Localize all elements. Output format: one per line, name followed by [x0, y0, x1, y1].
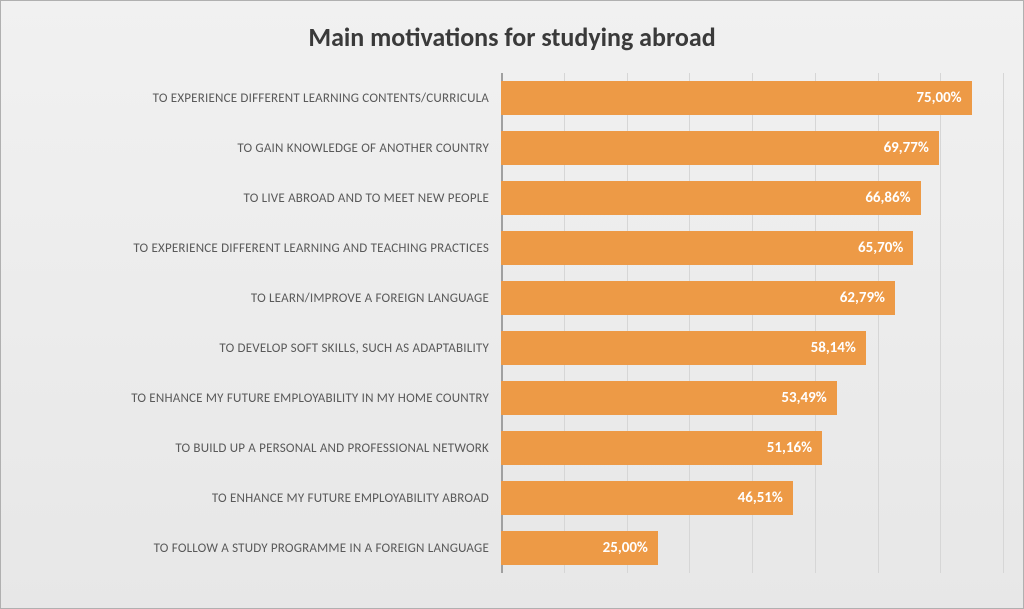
bar-track: 51,16% — [501, 423, 1003, 473]
bar-rows: TO EXPERIENCE DIFFERENT LEARNING CONTENT… — [21, 73, 1003, 573]
bar-row: TO LEARN/IMPROVE A FOREIGN LANGUAGE 62,79… — [21, 273, 1003, 323]
bar: 65,70% — [501, 231, 913, 265]
bar-value-label: 58,14% — [811, 339, 856, 357]
bar-row: TO GAIN KNOWLEDGE OF ANOTHER COUNTRY 69,7… — [21, 123, 1003, 173]
bar: 75,00% — [501, 81, 972, 115]
bar-value-label: 69,77% — [884, 139, 929, 157]
bar-row: TO BUILD UP A PERSONAL AND PROFESSIONAL … — [21, 423, 1003, 473]
category-label: TO ENHANCE MY FUTURE EMPLOYABILITY IN MY… — [21, 391, 501, 406]
bar-track: 53,49% — [501, 373, 1003, 423]
bar: 46,51% — [501, 481, 793, 515]
bar-value-label: 51,16% — [767, 439, 812, 457]
category-label: TO EXPERIENCE DIFFERENT LEARNING AND TEA… — [21, 241, 501, 256]
bar-value-label: 75,00% — [916, 89, 961, 107]
bar-track: 62,79% — [501, 273, 1003, 323]
bar: 51,16% — [501, 431, 822, 465]
bar-row: TO EXPERIENCE DIFFERENT LEARNING AND TEA… — [21, 223, 1003, 273]
bar-row: TO FOLLOW A STUDY PROGRAMME IN A FOREIGN… — [21, 523, 1003, 573]
bar-track: 75,00% — [501, 73, 1003, 123]
bar-track: 65,70% — [501, 223, 1003, 273]
bar: 25,00% — [501, 531, 658, 565]
bar-row: TO EXPERIENCE DIFFERENT LEARNING CONTENT… — [21, 73, 1003, 123]
category-label: TO BUILD UP A PERSONAL AND PROFESSIONAL … — [21, 441, 501, 456]
category-label: TO FOLLOW A STUDY PROGRAMME IN A FOREIGN… — [21, 541, 501, 556]
category-label: TO LEARN/IMPROVE A FOREIGN LANGUAGE — [21, 291, 501, 306]
gridline — [1003, 73, 1004, 573]
category-label: TO GAIN KNOWLEDGE OF ANOTHER COUNTRY — [21, 141, 501, 156]
category-label: TO ENHANCE MY FUTURE EMPLOYABILITY ABROA… — [21, 491, 501, 506]
bar-value-label: 62,79% — [840, 289, 885, 307]
plot-area: TO EXPERIENCE DIFFERENT LEARNING CONTENT… — [21, 73, 1003, 573]
bar-value-label: 65,70% — [858, 239, 903, 257]
chart-container: Main motivations for studying abroad TO … — [0, 0, 1024, 609]
bar-track: 46,51% — [501, 473, 1003, 523]
category-label: TO DEVELOP SOFT SKILLS, SUCH AS ADAPTABI… — [21, 341, 501, 356]
bar-track: 66,86% — [501, 173, 1003, 223]
bar: 69,77% — [501, 131, 939, 165]
bar-row: TO LIVE ABROAD AND TO MEET NEW PEOPLE 66,… — [21, 173, 1003, 223]
bar-track: 58,14% — [501, 323, 1003, 373]
bar: 62,79% — [501, 281, 895, 315]
bar-row: TO ENHANCE MY FUTURE EMPLOYABILITY IN MY… — [21, 373, 1003, 423]
bar: 53,49% — [501, 381, 837, 415]
chart-title: Main motivations for studying abroad — [21, 21, 1003, 53]
bar: 58,14% — [501, 331, 866, 365]
bar-track: 69,77% — [501, 123, 1003, 173]
bar-value-label: 66,86% — [865, 189, 910, 207]
bar-track: 25,00% — [501, 523, 1003, 573]
bar-row: TO ENHANCE MY FUTURE EMPLOYABILITY ABROA… — [21, 473, 1003, 523]
bar: 66,86% — [501, 181, 921, 215]
category-label: TO LIVE ABROAD AND TO MEET NEW PEOPLE — [21, 191, 501, 206]
bar-value-label: 46,51% — [738, 489, 783, 507]
bar-value-label: 53,49% — [781, 389, 826, 407]
bar-value-label: 25,00% — [603, 539, 648, 557]
category-label: TO EXPERIENCE DIFFERENT LEARNING CONTENT… — [21, 91, 501, 106]
bar-row: TO DEVELOP SOFT SKILLS, SUCH AS ADAPTABI… — [21, 323, 1003, 373]
